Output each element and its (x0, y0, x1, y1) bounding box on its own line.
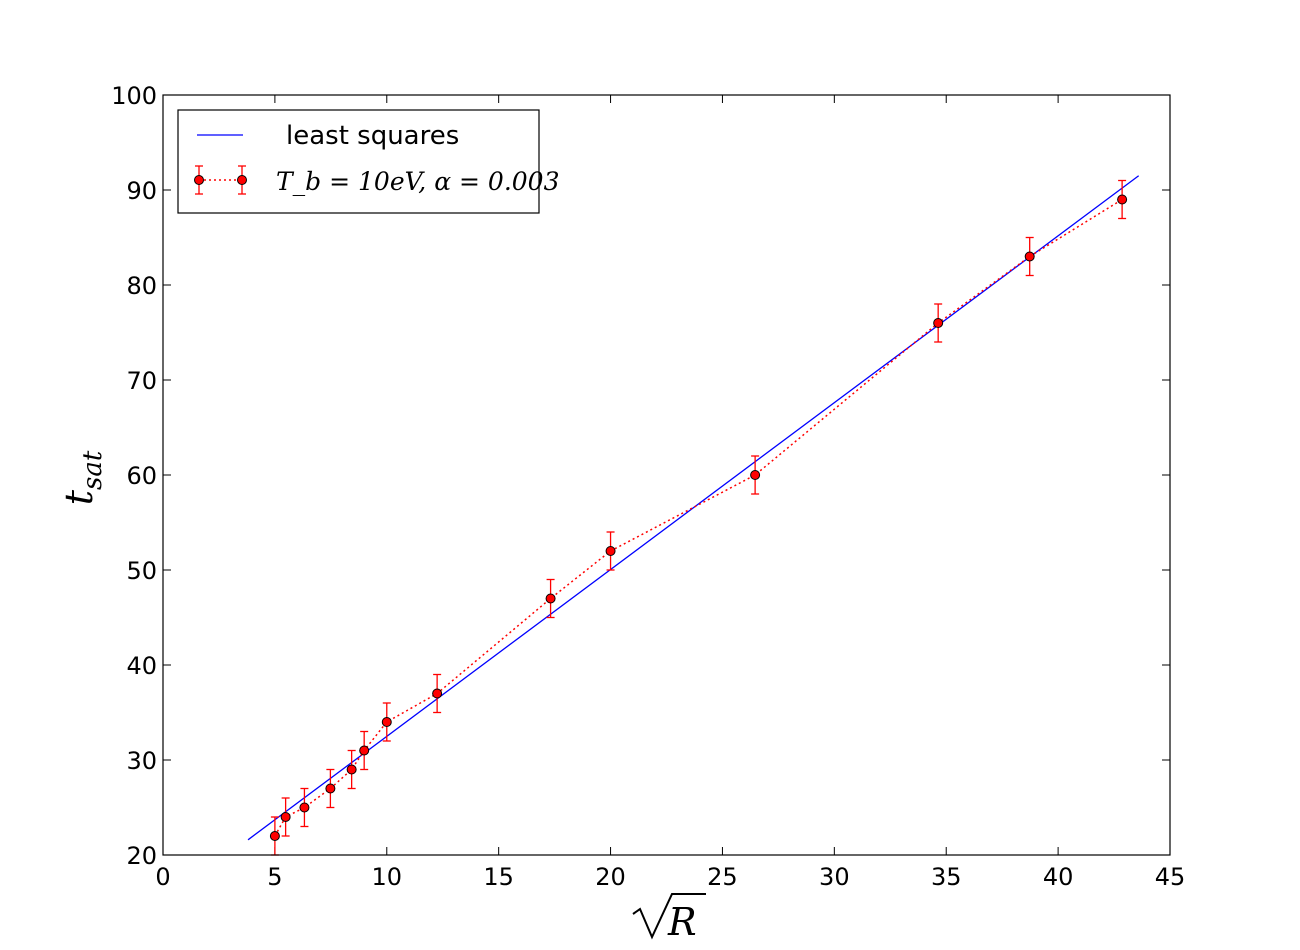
y-tick-label: 50 (126, 557, 157, 585)
x-axis-label: R (632, 893, 706, 944)
data-point (750, 470, 761, 480)
legend-label-errorbar: T_b = 10eV, α = 0.003 (276, 167, 560, 196)
plot-background (163, 95, 1170, 855)
least-squares-line (247, 175, 1140, 841)
data-point (605, 546, 616, 556)
x-tick-label: 30 (819, 863, 850, 891)
data-point (299, 802, 310, 813)
legend-label-least-squares: least squares (286, 121, 459, 151)
x-tick-label: 0 (155, 863, 170, 891)
x-tick-label: 35 (931, 863, 962, 891)
x-tick-label: 5 (267, 863, 282, 891)
svg-text:R: R (667, 900, 697, 944)
plot-frame (162, 94, 1171, 856)
x-tick-label: 25 (707, 863, 738, 891)
data-point (432, 688, 443, 699)
legend-marker (237, 175, 247, 185)
y-tick-label: 20 (126, 842, 157, 870)
data-point (933, 318, 944, 328)
data-point (1024, 251, 1035, 262)
y-tick-label: 90 (126, 177, 157, 205)
x-tick-label: 45 (1155, 863, 1186, 891)
y-axis-label: tsat (57, 450, 108, 505)
data-point (325, 783, 336, 794)
x-tick-label: 20 (595, 863, 626, 891)
data-point (381, 717, 392, 727)
sqrt-radical-icon (632, 893, 706, 940)
data-point (1117, 194, 1128, 205)
data-point (545, 593, 556, 604)
data-connector-line (274, 198, 1123, 837)
x-tick-label: 10 (372, 863, 403, 891)
legend: least squares T_b = 10eV, α = 0.003 (177, 109, 560, 214)
y-tick-label: 60 (126, 462, 157, 490)
data-point (346, 764, 357, 775)
series-layer (247, 175, 1140, 856)
y-tick-label: 80 (126, 272, 157, 300)
y-tick-label: 30 (126, 747, 157, 775)
legend-box (177, 109, 540, 214)
data-point (359, 745, 370, 756)
data-point (269, 831, 280, 841)
x-tick-label: 40 (1043, 863, 1074, 891)
x-tick-label: 15 (483, 863, 514, 891)
legend-marker (194, 175, 204, 185)
y-tick-label: 100 (111, 82, 157, 110)
y-tick-label: 40 (126, 652, 157, 680)
y-tick-label: 70 (126, 367, 157, 395)
svg-text:tsat: tsat (57, 450, 108, 505)
data-point (280, 812, 291, 822)
tick-labels: 0 5 10 15 20 25 30 35 40 45 20 30 40 50 60 70 80 90 100 (111, 82, 1185, 891)
